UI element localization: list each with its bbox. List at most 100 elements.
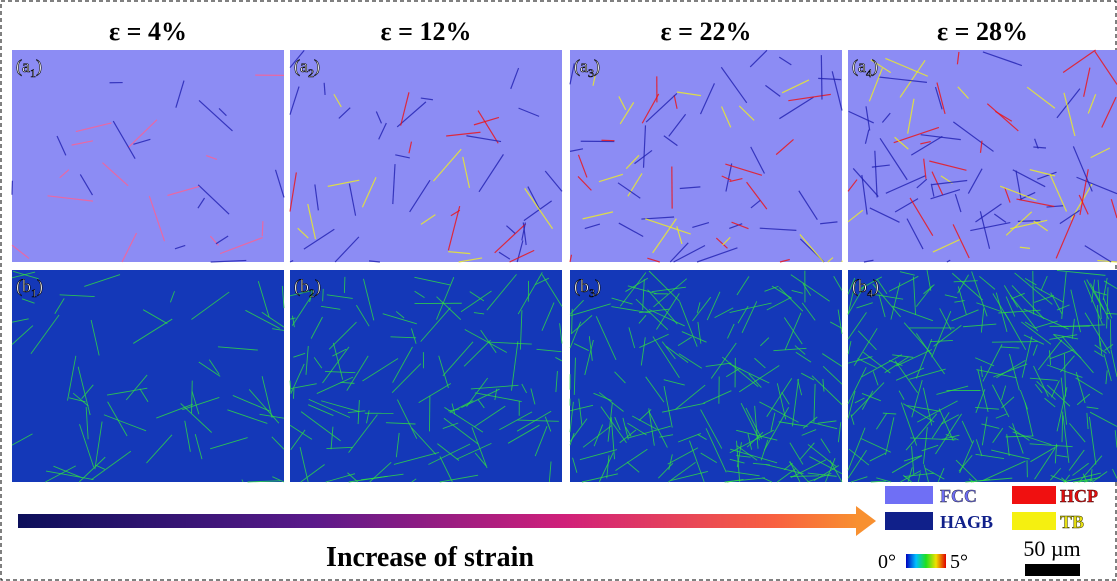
texture: [692, 296, 712, 322]
texture: [720, 106, 732, 128]
texture: [1086, 412, 1089, 430]
texture: [765, 84, 781, 97]
texture: [323, 82, 326, 95]
texture: [1102, 277, 1108, 300]
texture: [1105, 370, 1108, 385]
texture: [703, 390, 732, 404]
texture: [642, 125, 647, 168]
texture: [801, 429, 817, 436]
texture: [991, 341, 1038, 343]
panel-label-part: ): [595, 276, 601, 297]
panel-label-part: ): [594, 56, 600, 77]
texture: [338, 107, 351, 119]
texture: [112, 120, 136, 159]
texture: [571, 308, 573, 334]
texture: [822, 353, 843, 367]
texture: [861, 390, 874, 410]
texture: [995, 413, 1008, 419]
texture: [1056, 88, 1081, 119]
texture: [474, 392, 522, 402]
texture: [1003, 285, 1019, 308]
texture: [724, 477, 765, 483]
texture: [677, 336, 692, 347]
texture: [891, 455, 923, 474]
texture: [460, 290, 492, 313]
texture: [447, 205, 461, 251]
texture: [763, 407, 790, 451]
texture: [670, 470, 709, 481]
panel-label-part: ): [315, 276, 321, 297]
texture: [884, 356, 910, 373]
texture: [570, 303, 611, 317]
texture: [993, 363, 1028, 378]
texture: [673, 244, 706, 263]
texture: [289, 317, 296, 320]
texture: [779, 287, 804, 312]
texture: [738, 105, 755, 121]
texture: [534, 277, 550, 286]
texture: [1035, 320, 1058, 329]
panel-label-part: 1: [30, 66, 36, 80]
texture: [710, 342, 737, 379]
texture: [607, 402, 613, 442]
texture: [90, 319, 100, 356]
texture: [420, 307, 451, 342]
texture: [944, 294, 958, 299]
texture: [619, 272, 647, 307]
texture: [194, 434, 203, 460]
texture: [1000, 346, 1020, 349]
texture: [773, 347, 807, 352]
texture: [511, 341, 519, 391]
texture: [905, 413, 938, 451]
texture: [261, 376, 273, 419]
texture: [907, 467, 913, 483]
texture: [1014, 272, 1053, 305]
texture: [639, 333, 669, 349]
texture: [569, 404, 594, 412]
texture: [313, 357, 323, 369]
texture: [847, 390, 856, 419]
texture: [446, 131, 481, 137]
texture: [714, 307, 734, 319]
texture: [217, 346, 258, 351]
texture: [1012, 423, 1024, 454]
texture: [951, 272, 983, 301]
texture: [628, 327, 636, 349]
texture: [577, 154, 588, 178]
texture: [656, 293, 680, 330]
texture: [309, 291, 313, 303]
panel-label: (a3): [574, 56, 600, 80]
texture: [290, 363, 305, 395]
texture: [391, 363, 422, 393]
texture: [915, 333, 945, 375]
texture: [982, 51, 1023, 67]
texture: [640, 337, 646, 366]
texture: [929, 160, 967, 171]
texture: [854, 397, 865, 404]
texture: [369, 461, 392, 483]
texture: [1071, 318, 1075, 339]
texture: [979, 211, 991, 249]
texture: [1046, 205, 1064, 208]
texture: [524, 188, 554, 230]
texture: [328, 321, 357, 350]
texture: [736, 440, 741, 483]
texture: [326, 294, 353, 299]
texture: [778, 421, 808, 427]
texture: [770, 412, 776, 432]
texture: [1070, 289, 1081, 333]
texture: [1001, 385, 1007, 401]
texture: [1006, 434, 1010, 456]
texture: [968, 478, 974, 483]
texture: [385, 422, 416, 425]
texture: [1106, 312, 1117, 315]
texture: [1060, 324, 1106, 328]
texture: [653, 278, 687, 308]
texture: [1049, 174, 1068, 212]
texture: [696, 247, 738, 263]
texture: [878, 294, 886, 318]
texture: [915, 338, 933, 379]
texture: [1094, 350, 1104, 357]
texture: [208, 359, 220, 375]
